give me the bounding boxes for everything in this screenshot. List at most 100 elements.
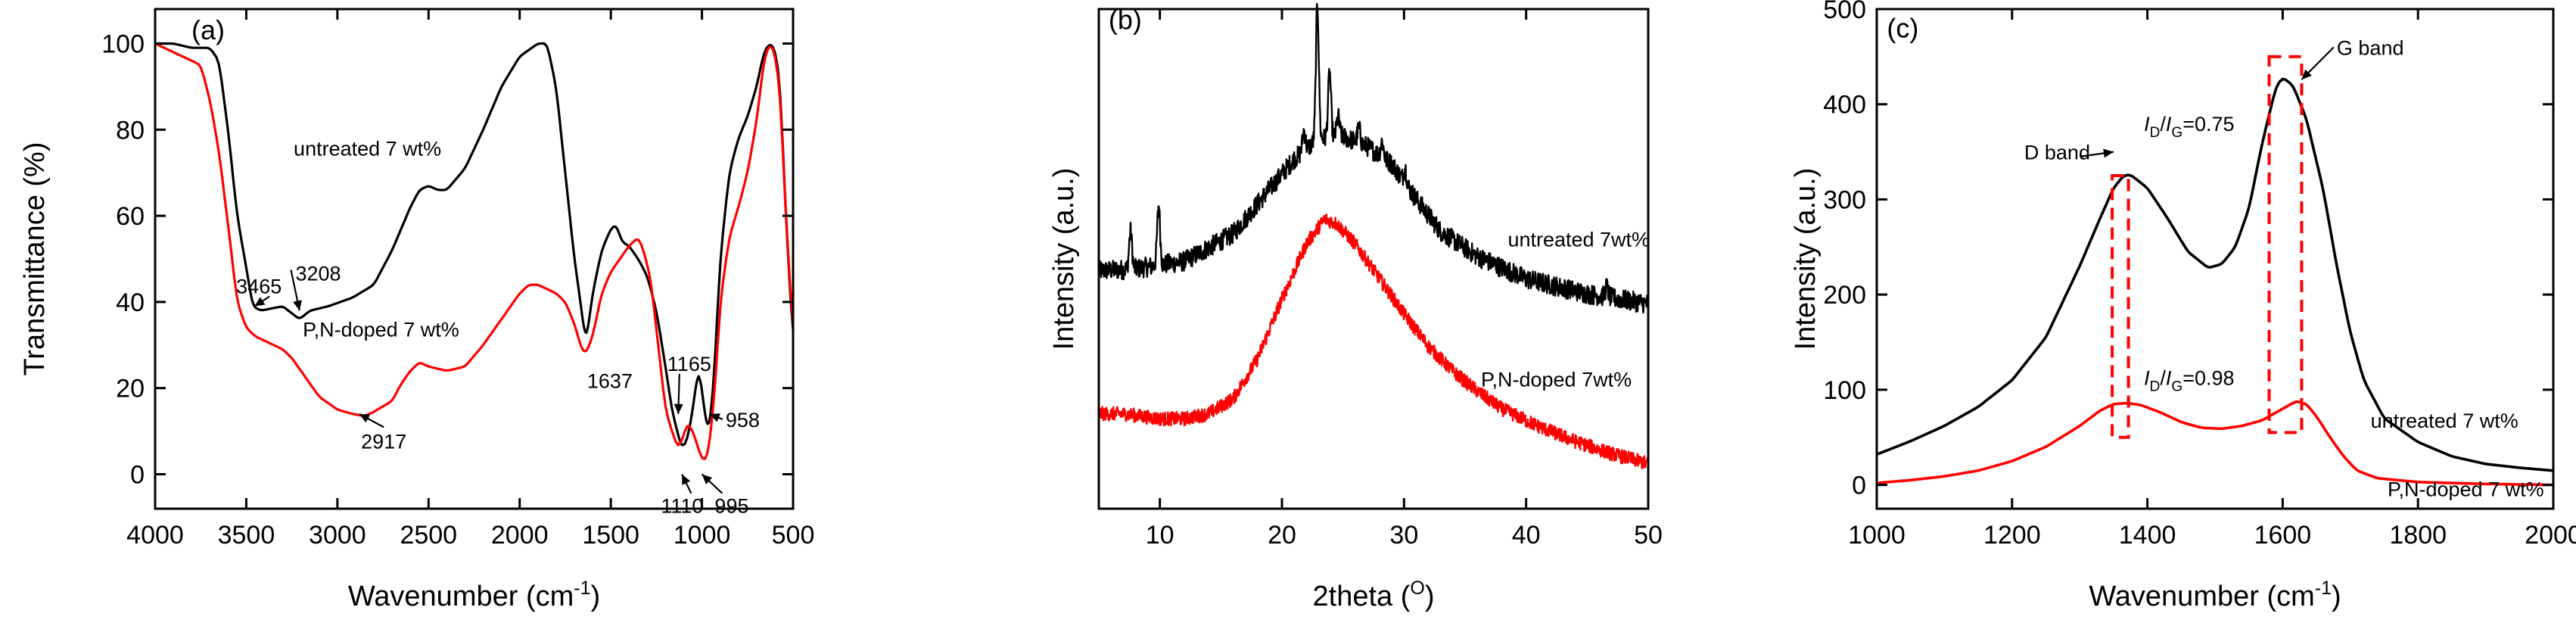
panel-c-x-axis-label: Wavenumber (cm-1) [2089, 578, 2341, 612]
panel-a: (a) untreated 7 wt% P,N-doped 7 wt% 3465 32… [19, 8, 815, 612]
series-line-pn-doped [154, 42, 795, 460]
ratio-value: =0.98 [2182, 367, 2234, 390]
panel-b-x-axis-label-end: ) [1425, 581, 1435, 612]
panel-b-x-axis-label-sup: O [1410, 578, 1424, 599]
y-tick-label: 100 [1823, 376, 1866, 405]
ratio-sub-g: G [2171, 125, 2182, 141]
series-label: P,N-doped 7wt% [1481, 368, 1632, 391]
ratio-value: =0.75 [2182, 113, 2234, 136]
y-tick-label: 100 [101, 30, 145, 59]
ratio-i: I [2144, 113, 2150, 136]
series-line-untreated [1876, 77, 2554, 472]
panel-a-x-axis-label-sup: -1 [574, 578, 590, 599]
ratio-slash: / [2160, 113, 2166, 136]
x-tick-label: 2000 [2525, 521, 2576, 550]
annotation-label: 3465 [236, 276, 282, 298]
x-tick-label: 20 [1268, 521, 1296, 550]
panel-c-x-axis-label-main: Wavenumber (cm [2089, 581, 2314, 612]
panel-a-axes: 4000 3500 3000 2500 2000 1500 1000 500 0 20 40 60 80… [101, 8, 815, 550]
annotation-label: 2917 [361, 430, 406, 453]
annotation-label: P,N-doped 7 wt% [2388, 478, 2544, 501]
series-label: untreated 7wt% [1507, 229, 1650, 251]
x-tick-label: 1000 [1848, 521, 1906, 550]
panel-b-axes: 10 20 30 40 50 [1097, 8, 1663, 550]
panel-c-series-group [1876, 77, 2554, 487]
panel-a-x-axis-label: Wavenumber (cm-1) [348, 578, 600, 612]
annotation-label: D band [2024, 142, 2090, 164]
panel-a-series-group [154, 42, 795, 460]
annotation-arrow-head [2103, 148, 2114, 158]
panel-c-id-ig-ratio-d: ID/IG=0.75 [2144, 113, 2234, 141]
y-tick-label: 400 [1823, 91, 1866, 120]
x-tick-label: 1800 [2389, 521, 2447, 550]
annotation-label: 958 [726, 409, 760, 431]
plot-frame [154, 8, 795, 510]
panel-c-dashed-boxes [2111, 55, 2304, 439]
panel-b-x-axis-label: 2theta (O) [1313, 578, 1435, 612]
annotation-arrow-head [682, 474, 691, 485]
x-tick-label: 40 [1512, 521, 1541, 550]
dashed-highlight-box [2267, 55, 2304, 435]
annotation-arrow-head [674, 403, 683, 414]
annotation-label: 1110 [661, 495, 703, 518]
panel-c-x-axis-label-end: ) [2332, 581, 2341, 612]
panel-a-label: (a) [191, 14, 225, 45]
ratio-i: I [2144, 367, 2150, 390]
x-tick-label: 3500 [218, 521, 275, 550]
series-line-untreated [1097, 2, 1649, 314]
annotation-arrow-head [702, 474, 713, 484]
y-tick-label: 0 [1852, 472, 1866, 500]
series-line-pn-doped [1097, 213, 1650, 469]
x-tick-label: 500 [772, 521, 815, 550]
panel-c: (c) D band G band untreated 7 wt% P,N-doped … [1790, 0, 2576, 612]
annotation-label: 995 [714, 495, 748, 518]
annotation-label: 1165 [667, 353, 711, 375]
annotation-arrow-head [293, 300, 302, 311]
x-tick-label: 2000 [491, 521, 549, 550]
ratio-i-2: I [2166, 367, 2172, 390]
x-tick-label: 30 [1389, 521, 1418, 550]
x-tick-label: 2500 [400, 521, 457, 550]
panel-c-label: (c) [1887, 13, 1918, 44]
panel-c-x-axis-label-sup: -1 [2315, 578, 2332, 599]
y-tick-label: 60 [116, 202, 145, 231]
plot-frame [1875, 8, 2555, 510]
panel-c-annotations: (c) D band G band untreated 7 wt% P,N-doped … [1887, 13, 2543, 501]
panel-b-x-axis-label-main: 2theta ( [1313, 581, 1411, 612]
ratio-i-2: I [2166, 113, 2172, 136]
annotation-label: untreated 7 wt% [294, 137, 441, 160]
series-line-pn-doped [1876, 400, 2554, 487]
y-tick-label: 200 [1823, 281, 1866, 310]
y-tick-label: 300 [1823, 185, 1866, 214]
ratio-sub-d: D [2150, 379, 2161, 395]
panel-a-y-axis-label: Transmittance (%) [19, 142, 51, 376]
x-tick-label: 1600 [2254, 521, 2312, 550]
panel-b-annotations: (b)untreated 7wt%P,N-doped 7wt% [1109, 4, 1650, 391]
x-tick-label: 10 [1146, 521, 1174, 550]
panel-c-y-axis-label: Intensity (a.u.) [1790, 168, 1822, 350]
panel-b-y-axis-label: Intensity (a.u.) [1048, 168, 1080, 350]
x-tick-label: 1200 [1983, 521, 2041, 550]
x-tick-label: 1500 [582, 521, 639, 550]
ratio-sub-d: D [2150, 125, 2161, 141]
annotation-label: P,N-doped 7 wt% [303, 318, 459, 341]
ratio-slash: / [2160, 367, 2166, 390]
annotation-label: untreated 7 wt% [2371, 410, 2518, 432]
y-tick-label: 40 [116, 288, 145, 317]
annotation-arrow-head [359, 413, 371, 423]
annotation-arrow-head [709, 413, 720, 422]
x-tick-label: 1000 [674, 521, 731, 550]
y-tick-label: 80 [116, 116, 145, 145]
annotation-arrow-head [2301, 69, 2312, 80]
x-tick-label: 4000 [126, 521, 184, 550]
y-tick-label: 0 [130, 460, 145, 489]
y-tick-label: 20 [116, 375, 145, 403]
panel-c-id-ig-ratio-pn: ID/IG=0.98 [2144, 367, 2234, 395]
panel-a-x-axis-label-main: Wavenumber (cm [348, 581, 574, 612]
x-tick-label: 1400 [2119, 521, 2176, 550]
annotation-label: 3208 [295, 262, 341, 285]
panel-b-series-group [1097, 2, 1650, 469]
panel-c-axes: 1000 1200 1400 1600 1800 2000 0 100 200 300 400 500 [1823, 0, 2576, 550]
y-tick-label: 500 [1823, 0, 1866, 24]
